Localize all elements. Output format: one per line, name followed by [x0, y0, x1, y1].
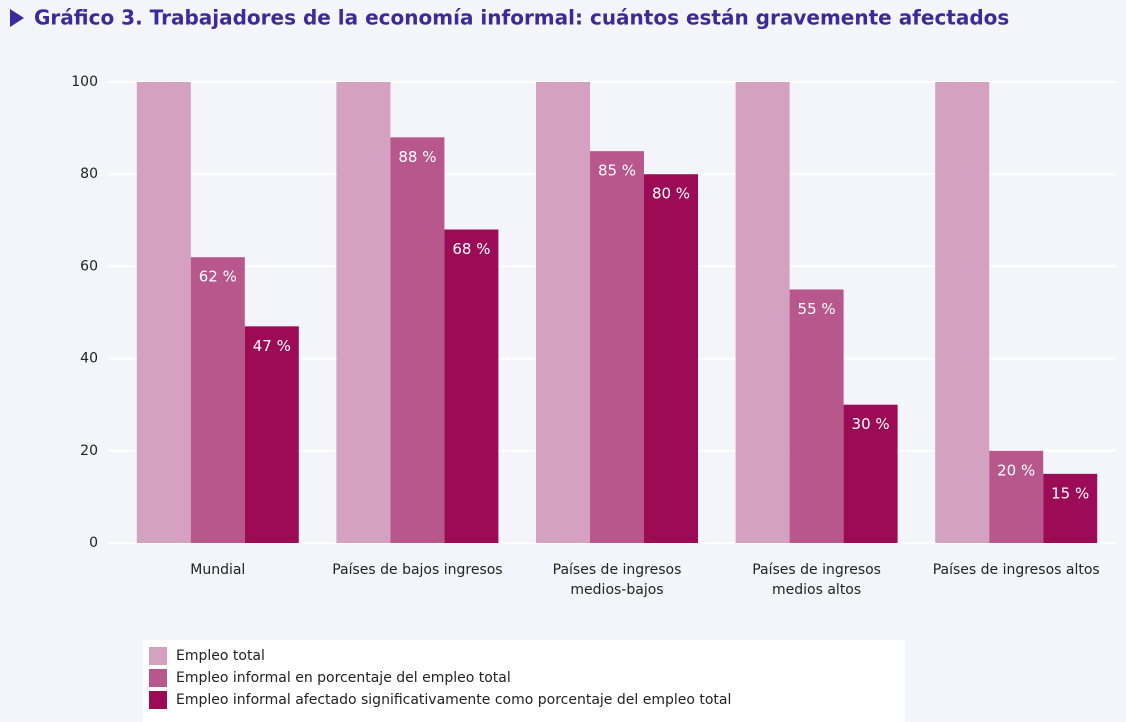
bar: [536, 82, 590, 543]
legend-swatch: [149, 691, 167, 709]
value-label: 15 %: [1051, 484, 1089, 502]
x-tick-label: Países de ingresos medios altos: [752, 562, 881, 598]
value-label: 30 %: [852, 415, 890, 433]
legend-label: Empleo informal afectado significativame…: [176, 692, 731, 708]
bar: [989, 450, 1044, 543]
value-label: 68 %: [452, 240, 490, 258]
bar: [244, 326, 299, 543]
legend-swatch: [149, 669, 167, 687]
title-marker: [10, 9, 24, 27]
x-tick-label: Países de bajos ingresos: [332, 562, 502, 578]
bar: [1043, 473, 1098, 543]
x-tick-label: Países de ingresos medios-bajos: [553, 562, 682, 598]
y-tick-label: 100: [71, 74, 98, 90]
value-label: 80 %: [652, 185, 690, 203]
bar: [735, 82, 790, 543]
x-tick-line: Países de ingresos: [752, 562, 881, 578]
y-tick-label: 40: [80, 351, 98, 367]
bar: [843, 404, 898, 543]
value-label: 55 %: [798, 300, 836, 318]
y-tick-label: 60: [80, 258, 98, 274]
x-tick-line: medios altos: [772, 582, 861, 598]
y-tick-label: 0: [89, 535, 98, 551]
x-tick-line: Mundial: [190, 562, 245, 578]
bar: [336, 82, 391, 543]
bar: [136, 82, 191, 543]
bar: [444, 229, 499, 543]
legend-box: [143, 640, 905, 722]
x-tick-label: Países de ingresos altos: [933, 562, 1100, 578]
value-label: 88 %: [398, 148, 436, 166]
bar: [644, 174, 698, 543]
chart-title: Gráfico 3. Trabajadores de la economía i…: [34, 6, 1009, 30]
value-label: 20 %: [997, 461, 1035, 479]
value-label: 85 %: [598, 162, 636, 180]
x-tick-label: Mundial: [190, 562, 245, 578]
y-tick-label: 20: [80, 443, 98, 459]
bar: [789, 289, 844, 543]
legend-swatch: [149, 647, 167, 665]
legend-label: Empleo total: [176, 648, 265, 664]
x-tick-line: Países de bajos ingresos: [332, 562, 502, 578]
value-label: 62 %: [199, 268, 237, 286]
bar: [590, 151, 644, 543]
x-tick-line: Países de ingresos altos: [933, 562, 1100, 578]
value-label: 47 %: [253, 337, 291, 355]
x-tick-line: medios-bajos: [570, 582, 663, 598]
bar: [390, 137, 445, 543]
legend-label: Empleo informal en porcentaje del empleo…: [176, 670, 511, 686]
x-tick-line: Países de ingresos: [553, 562, 682, 578]
y-tick-label: 80: [80, 166, 98, 182]
bar: [935, 82, 990, 543]
bar: [190, 257, 245, 543]
